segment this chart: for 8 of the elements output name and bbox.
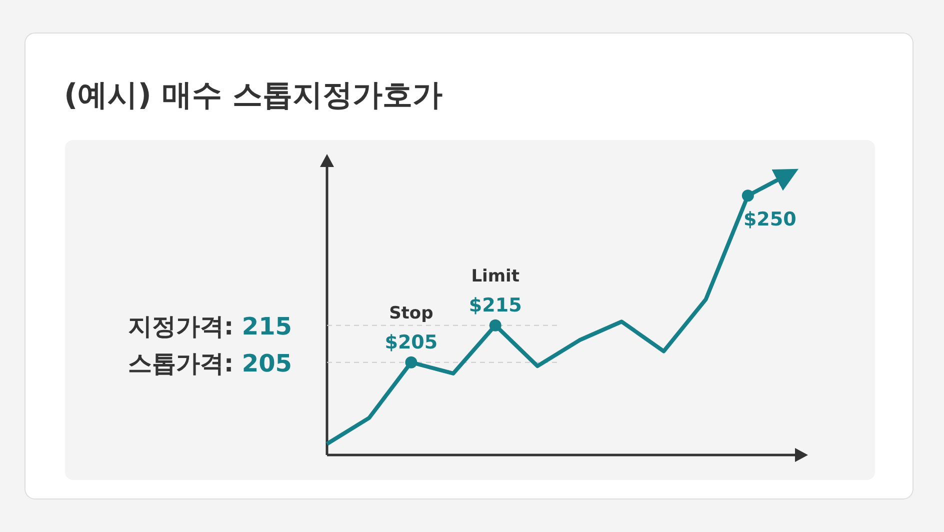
ref-line-label: 지정가격: 215 — [128, 312, 292, 340]
ref-line-label: 스톱가격: 205 — [128, 349, 292, 378]
data-label: $250 — [743, 208, 796, 231]
annotation: Limit — [471, 266, 520, 286]
data-label: $205 — [384, 331, 438, 354]
data-label: $215 — [468, 294, 522, 316]
annotation: Stop — [389, 303, 434, 324]
chart-title: (예시) 매수 스톱지정가호가 — [64, 78, 442, 113]
